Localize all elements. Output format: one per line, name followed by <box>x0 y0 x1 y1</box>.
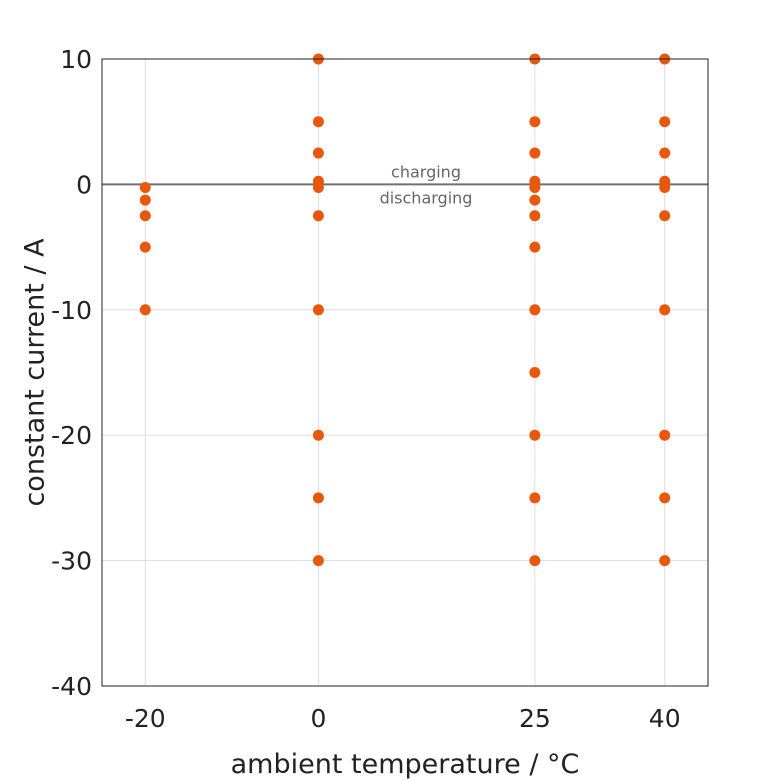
y-tick-label: -10 <box>51 296 92 325</box>
data-point <box>529 429 541 441</box>
data-point <box>659 304 671 316</box>
y-axis-ticks: 10 0 -10 -20 -30 -40 <box>51 45 92 701</box>
data-point <box>659 555 671 567</box>
y-tick-label: -20 <box>51 421 92 450</box>
data-point <box>312 210 324 222</box>
data-point <box>529 304 541 316</box>
data-points <box>139 53 671 567</box>
data-point <box>139 182 151 194</box>
x-axis-ticks: -20 0 25 40 <box>125 704 681 733</box>
data-point <box>529 194 541 206</box>
data-point <box>139 241 151 253</box>
data-point <box>529 182 541 194</box>
data-point <box>659 492 671 504</box>
data-point <box>139 210 151 222</box>
x-tick-label: 25 <box>519 704 551 733</box>
y-tick-label: 10 <box>60 45 92 74</box>
data-point <box>529 241 541 253</box>
data-point <box>312 304 324 316</box>
data-point <box>529 367 541 378</box>
x-tick-label: 40 <box>649 704 681 733</box>
y-tick-label: -40 <box>51 672 92 701</box>
data-point <box>139 304 151 316</box>
y-tick-label: 0 <box>76 170 92 199</box>
data-point <box>659 116 671 128</box>
y-axis-title: constant current / A <box>19 238 50 507</box>
data-point <box>659 429 671 441</box>
data-point <box>529 210 541 222</box>
x-tick-label: 0 <box>310 704 326 733</box>
data-point <box>529 492 541 504</box>
data-point <box>529 147 541 159</box>
data-point <box>139 194 151 206</box>
data-point <box>529 116 541 128</box>
data-point <box>659 147 671 159</box>
data-point <box>529 555 541 567</box>
grid <box>102 58 708 687</box>
data-point <box>312 429 324 441</box>
x-axis-title: ambient temperature / °C <box>231 749 580 780</box>
data-point <box>312 182 324 194</box>
x-tick-label: -20 <box>125 704 166 733</box>
y-tick-label: -30 <box>51 547 92 576</box>
charging-annotation: charging <box>391 162 461 181</box>
data-point <box>659 182 671 194</box>
data-point <box>659 210 671 222</box>
data-point <box>312 492 324 504</box>
data-point <box>312 555 324 567</box>
plot-area-frame <box>101 58 709 687</box>
data-point <box>312 116 324 128</box>
data-point <box>312 147 324 159</box>
discharging-annotation: discharging <box>380 188 473 207</box>
